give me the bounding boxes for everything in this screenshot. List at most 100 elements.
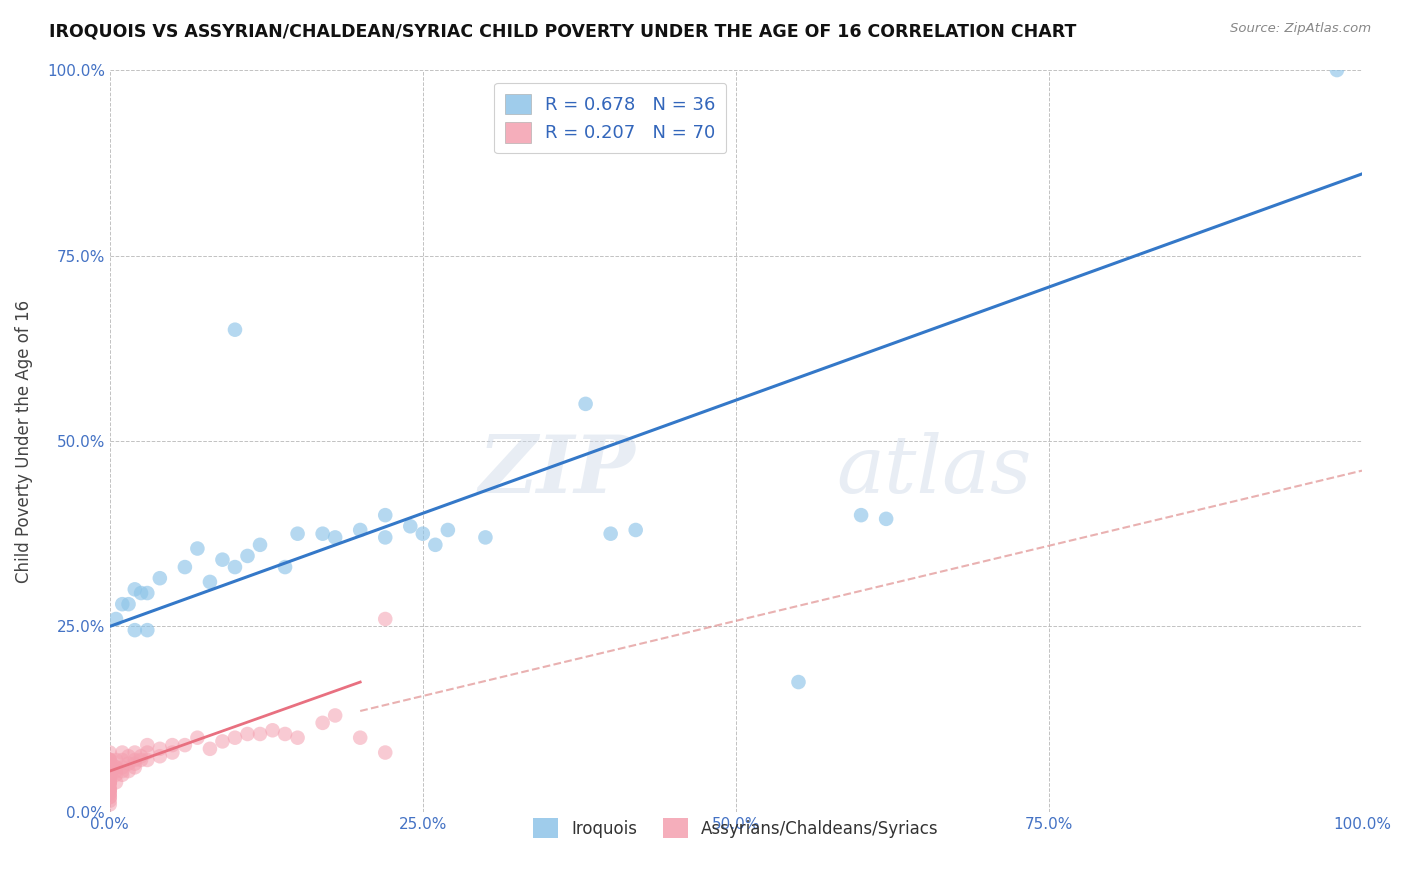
Point xyxy=(98,772,121,786)
Point xyxy=(98,786,121,800)
Point xyxy=(105,764,128,778)
Point xyxy=(349,731,371,745)
Point xyxy=(105,760,128,774)
Point xyxy=(211,734,233,748)
Point xyxy=(129,586,152,600)
Point xyxy=(274,727,297,741)
Point xyxy=(249,538,271,552)
Point xyxy=(117,749,139,764)
Point xyxy=(129,749,152,764)
Point xyxy=(186,541,208,556)
Point xyxy=(274,560,297,574)
Point xyxy=(374,746,396,760)
Point xyxy=(211,552,233,566)
Legend: Iroquois, Assyrians/Chaldeans/Syriacs: Iroquois, Assyrians/Chaldeans/Syriacs xyxy=(527,812,945,845)
Point xyxy=(399,519,422,533)
Point xyxy=(374,612,396,626)
Point xyxy=(198,741,221,756)
Point xyxy=(311,526,333,541)
Point xyxy=(98,764,121,778)
Point xyxy=(875,512,897,526)
Point xyxy=(105,768,128,782)
Point xyxy=(111,746,134,760)
Point xyxy=(149,571,172,585)
Point xyxy=(162,746,184,760)
Point xyxy=(186,731,208,745)
Point xyxy=(105,775,128,789)
Point xyxy=(149,741,172,756)
Point xyxy=(249,727,271,741)
Point xyxy=(136,586,159,600)
Point xyxy=(136,738,159,752)
Point xyxy=(98,797,121,812)
Point xyxy=(599,526,621,541)
Point xyxy=(136,746,159,760)
Point xyxy=(98,753,121,767)
Text: IROQUOIS VS ASSYRIAN/CHALDEAN/SYRIAC CHILD POVERTY UNDER THE AGE OF 16 CORRELATI: IROQUOIS VS ASSYRIAN/CHALDEAN/SYRIAC CHI… xyxy=(49,22,1077,40)
Point xyxy=(98,782,121,797)
Point xyxy=(849,508,872,523)
Point xyxy=(129,753,152,767)
Point xyxy=(98,775,121,789)
Point xyxy=(98,746,121,760)
Text: atlas: atlas xyxy=(837,432,1032,509)
Point xyxy=(224,731,246,745)
Point xyxy=(124,582,146,597)
Point xyxy=(98,753,121,767)
Point xyxy=(105,612,128,626)
Point xyxy=(98,775,121,789)
Point xyxy=(111,764,134,778)
Point xyxy=(224,560,246,574)
Y-axis label: Child Poverty Under the Age of 16: Child Poverty Under the Age of 16 xyxy=(15,300,32,582)
Point xyxy=(98,775,121,789)
Point xyxy=(349,523,371,537)
Point xyxy=(287,526,309,541)
Point xyxy=(98,753,121,767)
Point xyxy=(98,760,121,774)
Point xyxy=(124,746,146,760)
Point xyxy=(98,782,121,797)
Point xyxy=(323,530,346,544)
Point xyxy=(124,753,146,767)
Point xyxy=(124,760,146,774)
Point xyxy=(105,760,128,774)
Point xyxy=(98,779,121,793)
Point xyxy=(105,753,128,767)
Point xyxy=(117,756,139,771)
Point xyxy=(124,623,146,637)
Point xyxy=(224,323,246,337)
Point xyxy=(437,523,460,537)
Point xyxy=(173,738,195,752)
Text: ZIP: ZIP xyxy=(479,432,636,509)
Point xyxy=(111,768,134,782)
Point xyxy=(149,749,172,764)
Point xyxy=(1326,63,1348,78)
Point xyxy=(262,723,284,738)
Point xyxy=(374,508,396,523)
Point xyxy=(98,768,121,782)
Point xyxy=(624,523,647,537)
Point xyxy=(98,790,121,805)
Point xyxy=(173,560,195,574)
Point xyxy=(98,790,121,805)
Point xyxy=(136,623,159,637)
Point xyxy=(124,756,146,771)
Point xyxy=(412,526,434,541)
Point xyxy=(311,715,333,730)
Point xyxy=(111,753,134,767)
Point xyxy=(98,794,121,808)
Point xyxy=(323,708,346,723)
Point xyxy=(787,675,810,690)
Text: Source: ZipAtlas.com: Source: ZipAtlas.com xyxy=(1230,22,1371,36)
Point xyxy=(236,549,259,563)
Point xyxy=(474,530,496,544)
Point xyxy=(98,756,121,771)
Point xyxy=(425,538,447,552)
Point xyxy=(98,768,121,782)
Point xyxy=(111,597,134,611)
Point xyxy=(136,753,159,767)
Point xyxy=(98,775,121,789)
Point xyxy=(117,597,139,611)
Point xyxy=(198,574,221,589)
Point xyxy=(98,768,121,782)
